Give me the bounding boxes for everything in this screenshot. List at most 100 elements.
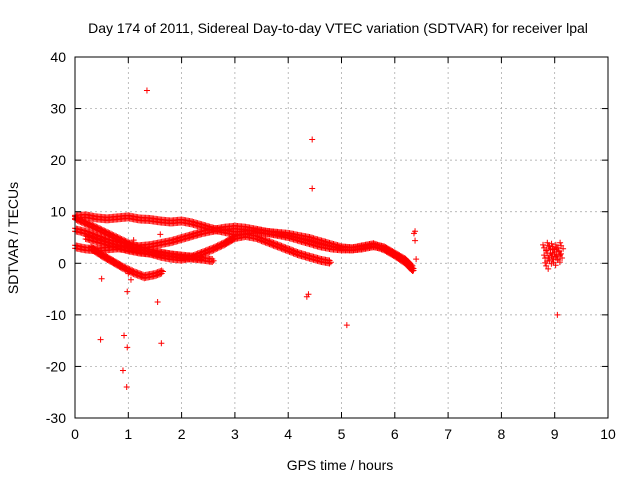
data-point: [127, 276, 134, 283]
data-point: [203, 249, 210, 256]
data-point: [198, 256, 205, 263]
data-point: [412, 237, 419, 244]
data-point: [326, 260, 333, 267]
y-tick-label: 40: [50, 49, 66, 65]
data-points: [72, 87, 567, 391]
x-tick-label: 0: [71, 426, 79, 442]
data-point: [209, 259, 216, 266]
data-point: [541, 252, 548, 259]
data-point: [558, 242, 565, 249]
data-point: [124, 344, 131, 351]
data-point: [213, 246, 220, 253]
data-point: [327, 259, 334, 266]
data-point: [124, 288, 131, 295]
data-point: [158, 340, 165, 347]
data-point: [119, 367, 126, 374]
data-point: [97, 336, 104, 343]
y-tick-label: 0: [58, 255, 66, 271]
data-point: [121, 332, 128, 339]
x-tick-label: 8: [498, 426, 506, 442]
data-point: [123, 384, 130, 391]
data-point: [130, 237, 137, 244]
data-point: [559, 255, 566, 262]
x-tick-label: 6: [391, 426, 399, 442]
data-point: [545, 242, 552, 249]
data-point: [157, 231, 164, 238]
data-point: [98, 275, 105, 282]
data-point: [210, 257, 217, 264]
data-point: [159, 268, 166, 275]
data-point: [545, 265, 552, 272]
data-point: [211, 246, 218, 253]
data-point: [557, 252, 564, 259]
data-point: [548, 240, 555, 247]
data-point: [143, 87, 150, 94]
y-tick-label: 20: [50, 152, 66, 168]
data-point: [218, 243, 225, 250]
y-axis-label: SDTVAR / TECUs: [5, 182, 21, 294]
y-tick-labels: 40 30 20 10 0 -10 -20 -30: [46, 49, 66, 426]
data-point: [552, 262, 559, 269]
data-point: [410, 267, 417, 274]
data-point: [305, 291, 312, 298]
y-tick-label: -10: [46, 307, 66, 323]
axis-ticks: [74, 56, 609, 419]
data-point: [554, 311, 561, 318]
data-point: [309, 136, 316, 143]
data-point: [155, 271, 162, 278]
data-point: [214, 245, 221, 252]
data-point: [552, 241, 559, 248]
data-point: [540, 241, 547, 248]
data-point: [215, 244, 222, 251]
data-point: [556, 259, 563, 266]
data-point: [205, 249, 212, 256]
grid: [75, 57, 608, 418]
data-point: [151, 273, 158, 280]
y-tick-label: -30: [46, 410, 66, 426]
data-point: [219, 242, 226, 249]
data-point: [343, 322, 350, 329]
chart-title: Day 174 of 2011, Sidereal Day-to-day VTE…: [88, 20, 588, 36]
x-tick-labels: 0 1 2 3 4 5 6 7 8 9 10: [71, 426, 616, 442]
data-point: [206, 248, 213, 255]
data-point: [207, 248, 214, 255]
data-point: [553, 253, 560, 260]
data-point: [153, 272, 160, 279]
data-point: [154, 298, 161, 305]
data-point: [410, 230, 417, 237]
y-tick-label: 30: [50, 101, 66, 117]
y-tick-label: -20: [46, 358, 66, 374]
data-point: [309, 185, 316, 192]
data-point: [157, 271, 164, 278]
data-point: [547, 250, 554, 257]
x-tick-label: 5: [338, 426, 346, 442]
data-point: [154, 272, 161, 279]
x-axis-label: GPS time / hours: [287, 457, 394, 473]
data-point: [560, 245, 567, 252]
data-point: [549, 256, 556, 263]
data-point: [550, 259, 557, 266]
data-point: [543, 262, 550, 269]
x-tick-label: 9: [551, 426, 559, 442]
data-point: [550, 245, 557, 252]
data-point: [546, 257, 553, 264]
y-tick-label: 10: [50, 204, 66, 220]
data-point: [554, 244, 561, 251]
data-point: [544, 239, 551, 246]
data-point: [217, 244, 224, 251]
data-point: [557, 239, 564, 246]
data-point: [125, 270, 132, 277]
x-tick-label: 7: [444, 426, 452, 442]
data-point: [210, 247, 217, 254]
data-point: [413, 256, 420, 263]
data-point: [542, 259, 549, 266]
x-tick-label: 3: [231, 426, 239, 442]
data-point: [209, 247, 216, 254]
data-point: [545, 254, 552, 261]
data-point: [199, 255, 206, 262]
x-tick-label: 10: [600, 426, 616, 442]
data-point: [556, 249, 563, 256]
data-point: [230, 236, 237, 243]
x-tick-label: 4: [284, 426, 292, 442]
